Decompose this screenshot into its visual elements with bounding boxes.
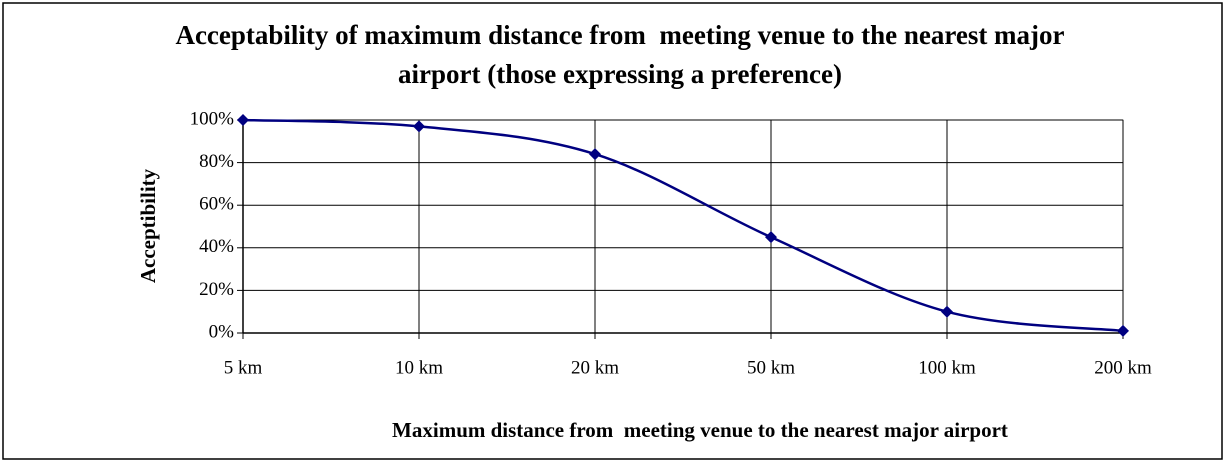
series-line <box>242 118 1124 333</box>
x-tick-label: 20 km <box>571 357 619 378</box>
y-axis-label: Acceptibility <box>136 168 160 283</box>
x-tick-label: 50 km <box>747 357 795 378</box>
x-tick-label: 200 km <box>1094 357 1152 378</box>
plot-area <box>242 119 1124 334</box>
data-point <box>237 114 249 126</box>
chart-title: Acceptability of maximum distance from m… <box>175 20 1072 89</box>
data-point <box>941 305 953 318</box>
y-tick-label: 80% <box>199 151 234 172</box>
data-point <box>1117 324 1129 337</box>
y-tick-label: 20% <box>199 279 234 300</box>
y-tick-label: 0% <box>209 321 235 342</box>
y-tick-label: 40% <box>199 236 234 257</box>
data-point <box>765 231 777 244</box>
y-tick-label: 60% <box>199 194 234 215</box>
data-point <box>413 120 425 133</box>
data-point <box>589 148 601 161</box>
y-tick-label: 100% <box>190 108 235 129</box>
x-tick-label: 5 km <box>224 357 263 378</box>
x-axis-label: Maximum distance from meeting venue to t… <box>392 418 1008 442</box>
x-tick-label: 100 km <box>918 357 976 378</box>
x-tick-label: 10 km <box>395 357 443 378</box>
